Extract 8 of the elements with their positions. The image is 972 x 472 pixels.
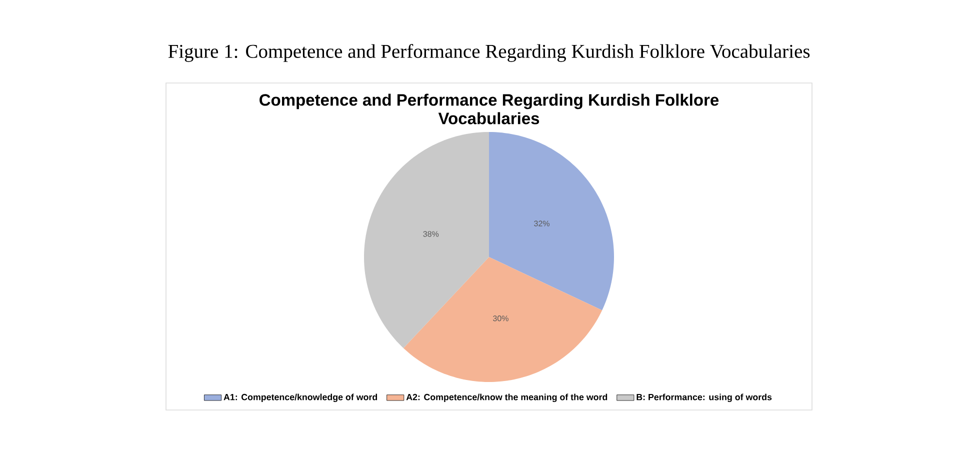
data-label: 30% [493, 316, 508, 322]
legend-label: A1: Competence/knowledge of word [224, 394, 378, 402]
legend-label: A2: Competence/know the meaning of the word [406, 394, 608, 402]
data-label: 38% [423, 231, 439, 237]
chart-title: Competence and Performance Regarding Kurdish Folklore Vocabularies [260, 94, 719, 124]
caption: Figure 1: Competence and Performance Regarding Kurdish Folklore Vocabularies [168, 44, 810, 62]
legend-label: B: Performance: using of words [636, 394, 772, 402]
data-label: 32% [534, 220, 550, 226]
